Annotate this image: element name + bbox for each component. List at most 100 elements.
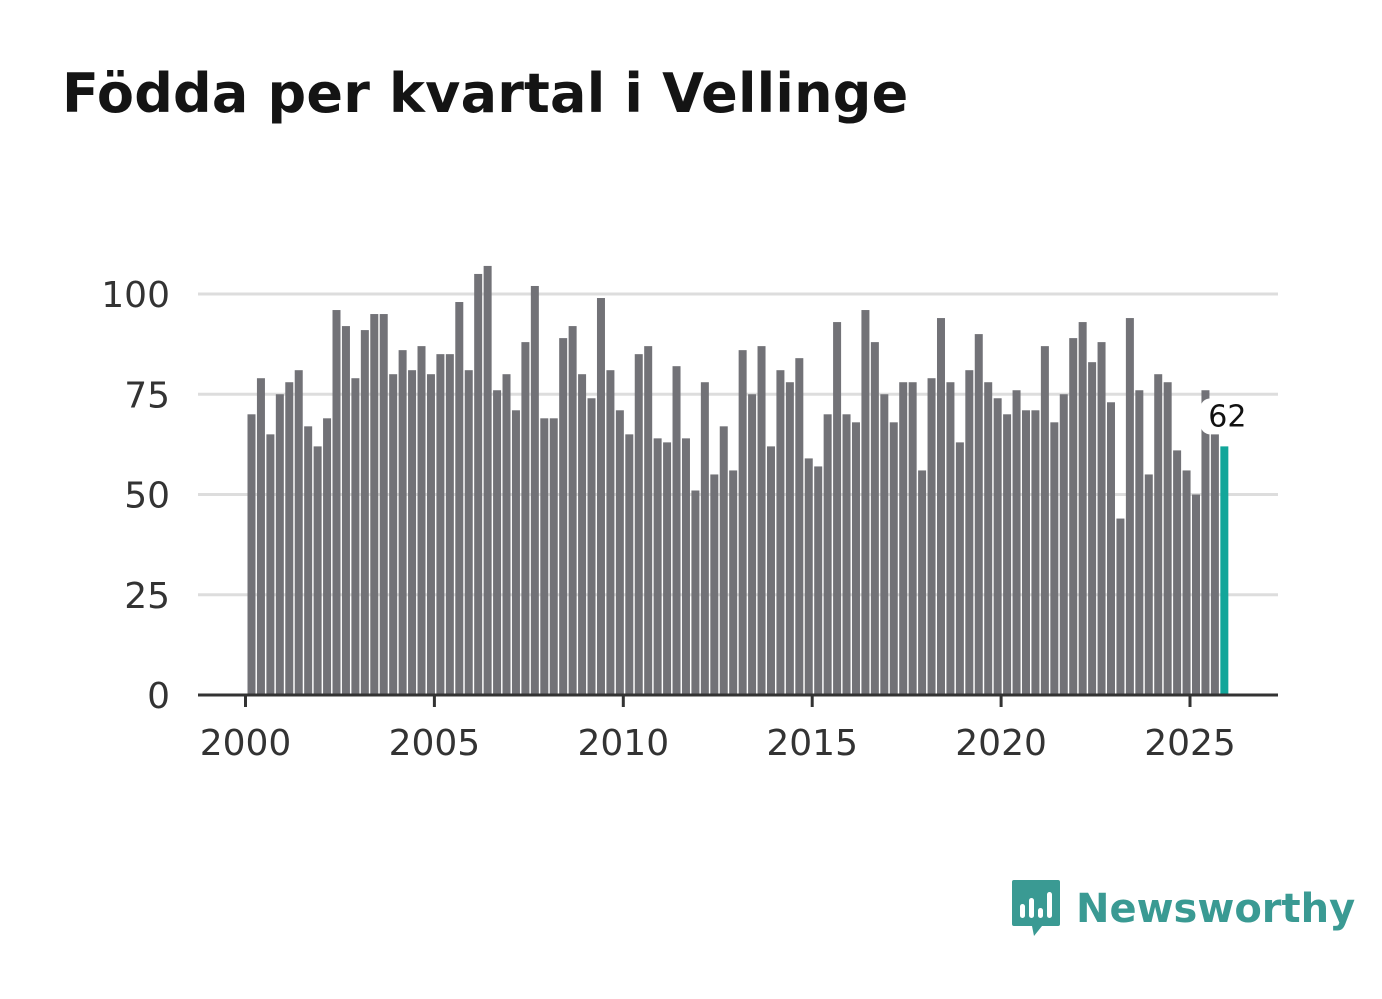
bar [653, 438, 662, 695]
bar [1125, 318, 1134, 695]
bar [445, 354, 454, 695]
bar [936, 318, 945, 695]
bar [851, 422, 860, 695]
bar [823, 414, 832, 695]
bar [436, 354, 445, 695]
bar [880, 394, 889, 695]
bar [1078, 322, 1087, 695]
bar [351, 378, 360, 695]
bar [540, 418, 549, 695]
bar [587, 398, 596, 695]
bar [323, 418, 332, 695]
bar [379, 314, 388, 695]
bar [804, 458, 813, 695]
bar [700, 382, 709, 695]
bar [1163, 382, 1172, 695]
bar [1192, 494, 1200, 695]
bar [596, 298, 605, 695]
bar [285, 382, 294, 695]
bar [748, 394, 757, 695]
bar [398, 350, 407, 695]
bar [483, 265, 492, 695]
bar [1116, 518, 1125, 695]
bar [814, 466, 823, 695]
bar [511, 410, 520, 695]
bar [833, 322, 842, 695]
bar [1201, 390, 1210, 695]
bar [474, 273, 483, 695]
bar [889, 422, 898, 695]
bar [870, 342, 879, 695]
x-tick-label: 2025 [1144, 723, 1236, 764]
bar [681, 438, 690, 695]
bar [341, 326, 350, 695]
bar [946, 382, 955, 695]
axes: 0 25 50 75 100 2000 2005 2010 2015 2020 2025 [101, 275, 1278, 764]
bar [719, 426, 728, 695]
bar [1173, 450, 1182, 695]
bar [993, 398, 1002, 695]
chart-title: Födda per kvartal i Vellinge [62, 62, 909, 125]
bar [615, 410, 624, 695]
bar [502, 374, 511, 695]
bar [1182, 470, 1191, 695]
bar [691, 490, 700, 695]
bar [578, 374, 587, 695]
bar [294, 370, 303, 695]
bar [1050, 422, 1059, 695]
bar [370, 314, 379, 695]
bar [1012, 390, 1021, 695]
bar [256, 378, 265, 695]
bar [974, 334, 983, 695]
bar [757, 346, 766, 695]
bar [795, 358, 804, 695]
bar [1040, 346, 1049, 695]
bar [568, 326, 577, 695]
bar [634, 354, 643, 695]
x-tick-label: 2000 [200, 723, 292, 764]
bars [247, 265, 1229, 695]
bar [1154, 374, 1163, 695]
bar [710, 474, 719, 695]
bar [927, 378, 936, 695]
bar [1088, 362, 1097, 695]
bar [389, 374, 398, 695]
bar [455, 302, 464, 695]
bar [729, 470, 738, 695]
bar [549, 418, 558, 695]
bar [672, 366, 681, 695]
data-label: 62 [1208, 399, 1246, 434]
bar [464, 370, 473, 695]
bar [417, 346, 426, 695]
bar [644, 346, 653, 695]
bar [606, 370, 615, 695]
y-tick-label: 50 [124, 476, 170, 517]
y-tick-label: 100 [101, 275, 170, 316]
bar [1097, 342, 1106, 695]
bar [1106, 402, 1115, 695]
bar [559, 338, 568, 695]
x-tick-label: 2010 [577, 723, 669, 764]
newsworthy-logo-icon [1012, 880, 1060, 936]
bar [984, 382, 993, 695]
bar [965, 370, 974, 695]
bar [899, 382, 908, 695]
bar [1144, 474, 1153, 695]
x-tick-label: 2020 [955, 723, 1047, 764]
bar [861, 310, 870, 695]
bar [1003, 414, 1012, 695]
bar [908, 382, 917, 695]
bar [313, 446, 322, 695]
brand-logo: Newsworthy [1010, 878, 1355, 940]
bar [304, 426, 313, 695]
data-labels: 62 [1200, 398, 1249, 435]
x-tick-label: 2005 [389, 723, 481, 764]
bar [842, 414, 851, 695]
data-label-bg [1200, 398, 1249, 435]
bar [738, 350, 747, 695]
grid-lines [198, 292, 1278, 597]
bar [1210, 430, 1219, 695]
bar [918, 470, 927, 695]
bar [530, 285, 539, 695]
